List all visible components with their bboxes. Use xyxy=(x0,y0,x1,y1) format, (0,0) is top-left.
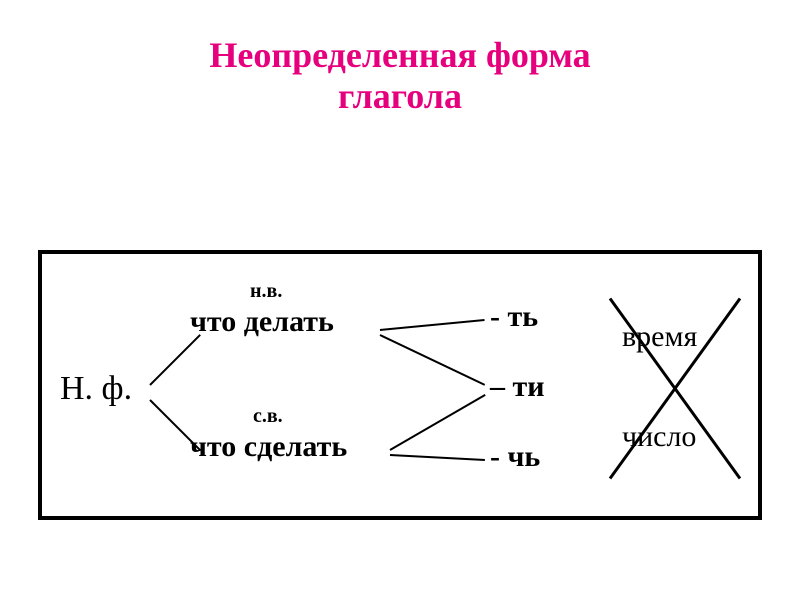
branch-bottom-aspect: с.в. xyxy=(253,405,283,428)
branch-top-question: что делать xyxy=(190,305,334,339)
title-line-2: глагола xyxy=(0,76,800,117)
branch-top-aspect: н.в. xyxy=(250,280,282,303)
title-line-1: Неопределенная форма xyxy=(0,35,800,76)
branch-bottom-question: что сделать xyxy=(190,430,347,464)
title: Неопределенная форма глагола xyxy=(0,0,800,118)
crossed-word-time: время xyxy=(622,320,697,354)
diagram-box xyxy=(38,250,762,520)
suffix-1: - ть xyxy=(490,300,538,334)
suffix-3: - чь xyxy=(490,440,540,474)
root-label: Н. ф. xyxy=(60,370,132,408)
suffix-2: – ти xyxy=(490,370,545,404)
